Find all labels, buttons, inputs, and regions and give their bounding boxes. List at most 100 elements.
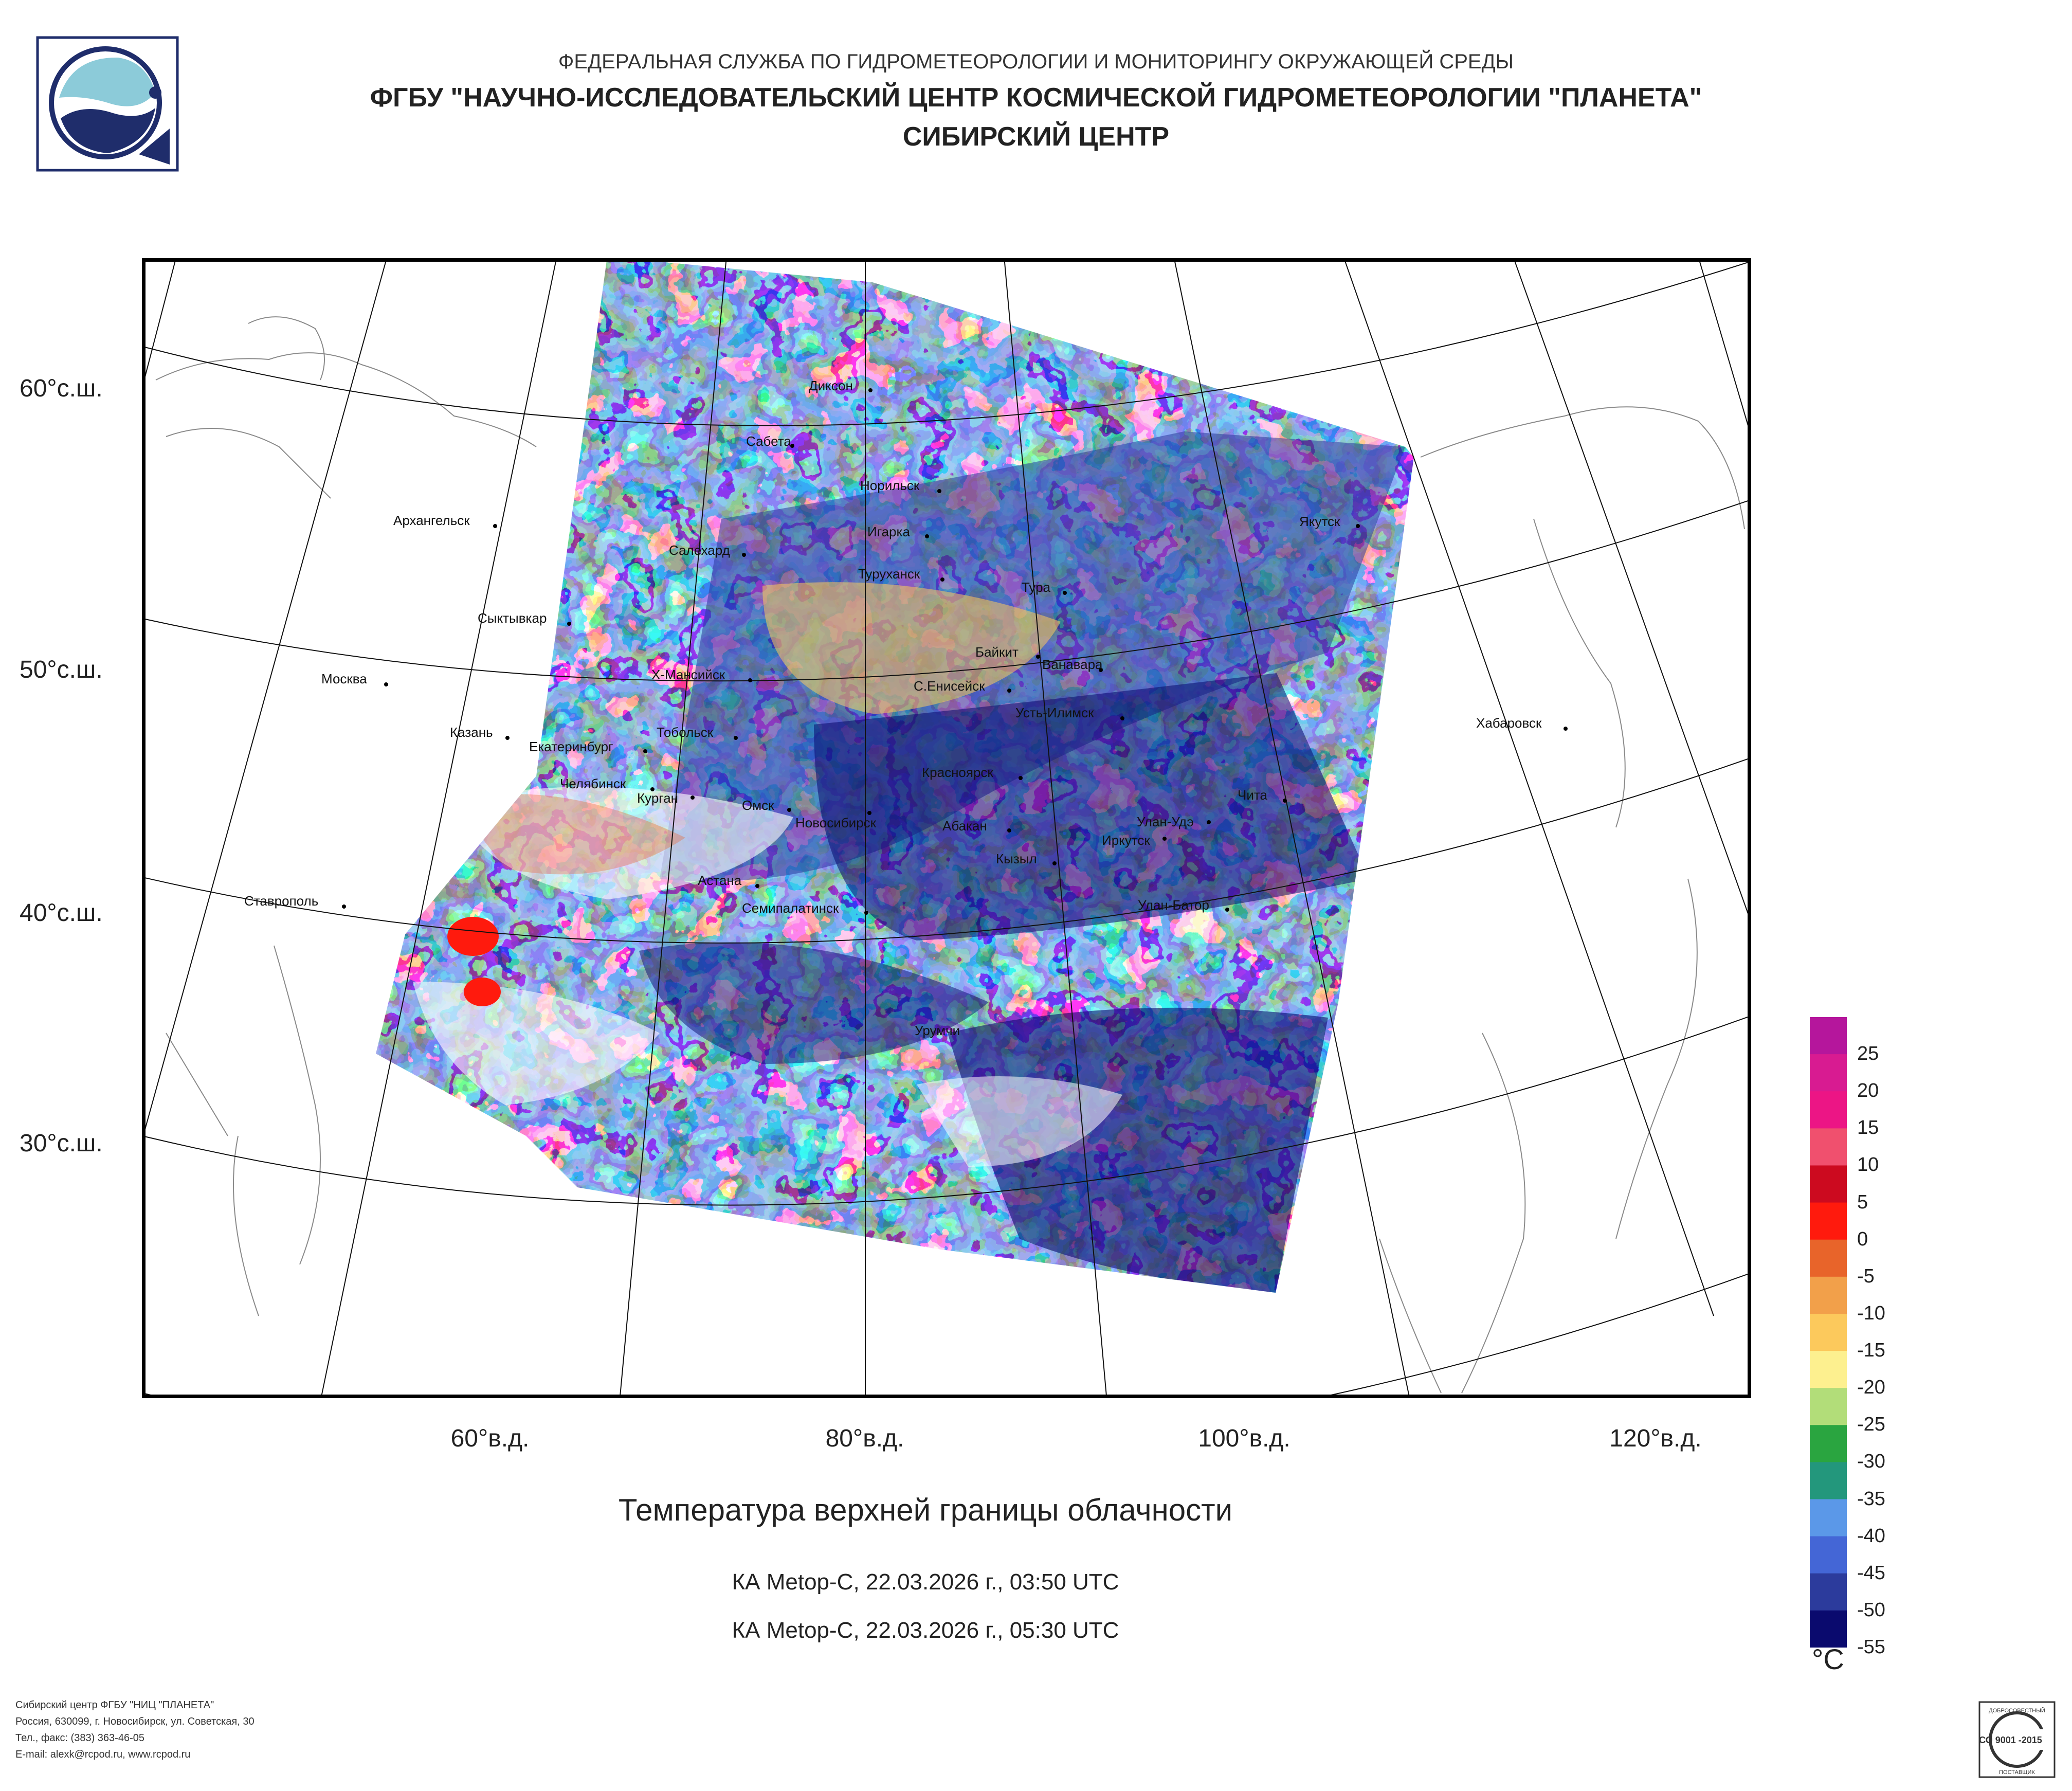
city-marker xyxy=(868,388,873,392)
city-label: Красноярск xyxy=(922,765,993,780)
cert-middle-text: ИСО 9001 -2015 xyxy=(1978,1735,2042,1745)
city-marker xyxy=(787,808,791,812)
city-label: Иркутск xyxy=(1102,833,1150,848)
city-label: Якутск xyxy=(1299,514,1340,529)
legend-swatch xyxy=(1810,1388,1847,1425)
city-marker xyxy=(493,524,497,528)
legend-tick-label: -40 xyxy=(1857,1525,1885,1547)
legend-tick-label: 5 xyxy=(1857,1191,1868,1213)
lon-label: 120°в.д. xyxy=(1609,1425,1702,1452)
legend-swatch xyxy=(1810,1536,1847,1574)
legend-tick-label: -15 xyxy=(1857,1340,1885,1362)
legend-swatch xyxy=(1810,1128,1847,1166)
city-marker xyxy=(748,678,752,682)
legend-unit: °C xyxy=(1812,1643,1844,1675)
legend-tick-label: -50 xyxy=(1857,1599,1885,1621)
city-marker xyxy=(1356,524,1360,528)
city-marker xyxy=(1007,689,1011,693)
city-marker xyxy=(1225,908,1229,912)
city-marker xyxy=(1207,820,1211,824)
city-marker xyxy=(755,884,759,888)
footer-org: Сибирский центр ФГБУ "НИЦ "ПЛАНЕТА" xyxy=(15,1699,214,1711)
legend-swatch xyxy=(1810,1462,1847,1500)
legend-swatch xyxy=(1810,1425,1847,1462)
city-marker xyxy=(643,749,647,753)
legend-swatch xyxy=(1810,1499,1847,1537)
legend-swatch xyxy=(1810,1313,1847,1351)
satellite-pass-2: КА Metop-C, 22.03.2026 г., 05:30 UTC xyxy=(732,1618,1119,1643)
city-label: Курган xyxy=(637,790,679,806)
satellite-pass-1: КА Metop-C, 22.03.2026 г., 03:50 UTC xyxy=(732,1569,1119,1595)
legend-tick-label: 0 xyxy=(1857,1228,1868,1250)
iso-certificate-badge: ДОБРОСОВЕСТНЫЙ ИСО 9001 -2015 ПОСТАВЩИК xyxy=(1978,1701,2056,1778)
city-label: Норильск xyxy=(860,478,920,493)
legend-swatch xyxy=(1810,1054,1847,1092)
city-marker xyxy=(937,489,941,493)
legend-tick-label: -55 xyxy=(1857,1636,1885,1658)
footer-phone: Тел., факс: (383) 363-46-05 xyxy=(15,1732,144,1744)
legend-swatch xyxy=(1810,1610,1847,1648)
legend-tick-label: -25 xyxy=(1857,1414,1885,1436)
city-marker xyxy=(384,682,388,686)
legend-tick-label: 10 xyxy=(1857,1154,1879,1176)
footer-address: Россия, 630099, г. Новосибирск, ул. Сове… xyxy=(15,1716,255,1727)
city-marker xyxy=(567,622,571,626)
legend-tick-label: 15 xyxy=(1857,1117,1879,1139)
city-label: Москва xyxy=(321,671,367,686)
city-marker xyxy=(1283,799,1287,803)
legend-swatch xyxy=(1810,1017,1847,1055)
city-marker xyxy=(925,534,929,538)
lon-label: 100°в.д. xyxy=(1198,1425,1291,1452)
center-line: СИБИРСКИЙ ЦЕНТР xyxy=(902,122,1170,152)
city-marker xyxy=(742,553,746,557)
city-label: Чита xyxy=(1238,787,1267,803)
lat-label: 40°с.ш. xyxy=(20,899,103,927)
lon-label: 60°в.д. xyxy=(450,1425,530,1452)
city-label: Астана xyxy=(698,873,742,888)
city-label: Тура xyxy=(1022,580,1051,595)
city-label: Усть-Илимск xyxy=(1015,705,1094,720)
legend-tick-label: -45 xyxy=(1857,1562,1885,1584)
city-marker xyxy=(690,795,695,800)
legend-swatch xyxy=(1810,1276,1847,1314)
agency-line: ФЕДЕРАЛЬНАЯ СЛУЖБА ПО ГИДРОМЕТЕОРОЛОГИИ … xyxy=(558,50,1514,73)
map-canvas xyxy=(146,262,1748,1395)
legend-swatch xyxy=(1810,1239,1847,1277)
city-label: Ставрополь xyxy=(244,893,319,909)
city-marker xyxy=(1052,861,1057,865)
city-label: Салехард xyxy=(669,542,730,558)
lat-label: 50°с.ш. xyxy=(20,656,103,683)
city-label: Диксон xyxy=(809,378,853,393)
legend-tick-label: -35 xyxy=(1857,1488,1885,1510)
city-label: Сабета xyxy=(746,433,791,449)
city-label: Туруханск xyxy=(858,566,920,582)
lon-label: 80°в.д. xyxy=(825,1425,904,1452)
city-label: Тобольск xyxy=(657,725,714,740)
institute-line: ФГБУ "НАУЧНО-ИССЛЕДОВАТЕЛЬСКИЙ ЦЕНТР КОС… xyxy=(370,83,1702,113)
legend-swatch xyxy=(1810,1091,1847,1129)
city-marker xyxy=(1019,776,1023,780)
cert-bottom-text: ПОСТАВЩИК xyxy=(1999,1769,2035,1776)
legend-swatch xyxy=(1810,1165,1847,1203)
city-label: Казань xyxy=(450,725,493,740)
city-label: Челябинск xyxy=(560,776,626,791)
city-marker xyxy=(1036,655,1040,659)
city-label: Екатеринбург xyxy=(529,739,613,754)
city-marker xyxy=(790,444,794,448)
city-marker xyxy=(1564,727,1568,731)
city-label: Байкит xyxy=(975,644,1019,660)
city-marker xyxy=(940,577,944,582)
city-marker xyxy=(505,736,510,740)
legend-tick-label: -5 xyxy=(1857,1265,1875,1287)
legend-tick-label: 25 xyxy=(1857,1043,1879,1065)
city-label: Урумчи xyxy=(915,1023,960,1038)
legend-swatch xyxy=(1810,1573,1847,1611)
legend-tick-label: -10 xyxy=(1857,1302,1885,1324)
city-label: Новосибирск xyxy=(795,815,876,830)
city-label: Ванавара xyxy=(1042,657,1103,672)
legend-tick-label: -30 xyxy=(1857,1451,1885,1473)
legend-swatch xyxy=(1810,1202,1847,1240)
city-marker xyxy=(1162,837,1167,841)
city-marker xyxy=(734,736,738,740)
product-title: Температура верхней границы облачности xyxy=(618,1493,1233,1527)
